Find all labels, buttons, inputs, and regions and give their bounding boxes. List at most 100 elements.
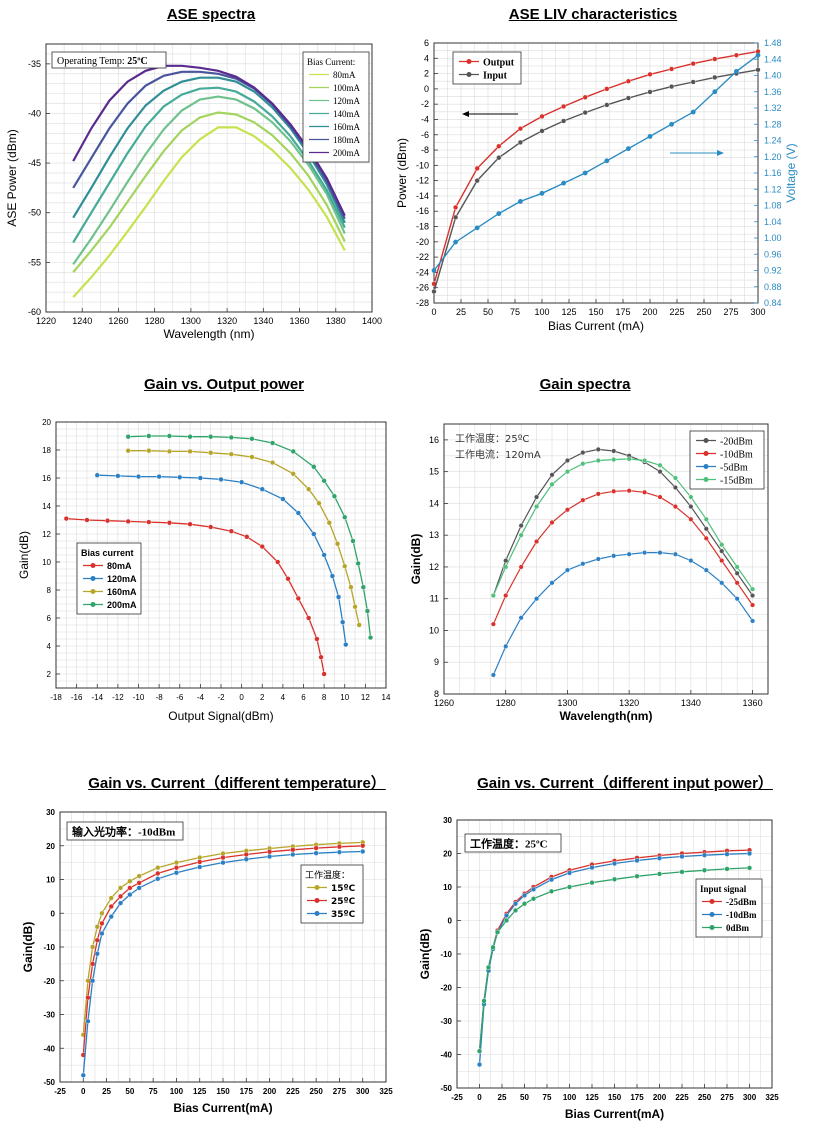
y2-tick-label: 1.36 bbox=[764, 87, 782, 97]
x-tick-label: 275 bbox=[720, 1093, 734, 1102]
ase-chart: 1220 1240 1260 1280 1300 1320 1340 1360 1380 1400… bbox=[5, 43, 382, 341]
gop-160mA-point bbox=[290, 471, 296, 477]
x-tick-label: 50 bbox=[125, 1087, 134, 1096]
gct-35ºC-point bbox=[80, 1072, 86, 1078]
gct-annotation-box bbox=[66, 821, 184, 841]
gop-80mA-line bbox=[66, 517, 325, 675]
x-tick-label: 1220 bbox=[36, 316, 56, 326]
y-tick-label: -10 bbox=[416, 160, 429, 170]
liv-input-point bbox=[604, 102, 610, 108]
y-tick-label: 18 bbox=[42, 446, 51, 455]
gcp--10dBm-point bbox=[530, 886, 537, 892]
gct-25ºC-series bbox=[80, 843, 366, 1058]
gop-80mA-point bbox=[275, 559, 281, 565]
gop-200mA-point bbox=[321, 478, 327, 484]
gop-200mA-line bbox=[128, 435, 372, 638]
liv-voltage-point bbox=[626, 146, 631, 152]
gop-80mA-point bbox=[321, 671, 327, 677]
x-tick-label: -18 bbox=[50, 693, 62, 702]
x-tick-label: 1280 bbox=[496, 698, 516, 708]
legend-label: -5dBm bbox=[720, 463, 748, 474]
gop-80mA-point bbox=[208, 524, 214, 530]
y-tick-label: -6 bbox=[421, 130, 429, 140]
x-tick-label: 250 bbox=[696, 307, 711, 317]
gop-120mA-point bbox=[295, 510, 301, 516]
legend-label: 120mA bbox=[333, 96, 361, 106]
y2-tick-label: 0.92 bbox=[764, 266, 782, 276]
gspec--10dBm-point bbox=[580, 497, 586, 503]
gspec--5dBm-point bbox=[750, 618, 756, 624]
gop-80mA-point bbox=[104, 518, 111, 524]
legend-swatch-marker bbox=[703, 464, 709, 469]
ase-140mA-line bbox=[72, 86, 346, 244]
gspec-annotation: 工作温度：25ºC bbox=[455, 432, 529, 445]
y-tick-label: -20 bbox=[440, 984, 452, 993]
x-axis-label: Output Signal(dBm) bbox=[168, 709, 273, 723]
y2-axis-label: Voltage (V) bbox=[784, 143, 798, 202]
gct-15ºC-point bbox=[108, 895, 114, 901]
y-tick-label: 8 bbox=[47, 586, 52, 595]
gct-25ºC-point bbox=[173, 865, 180, 871]
gct-35ºC-series bbox=[80, 848, 366, 1078]
gop-80mA-point bbox=[295, 595, 301, 602]
gspec--10dBm-point bbox=[657, 494, 663, 500]
gspec--15dBm-point bbox=[580, 461, 586, 467]
gcp-0dBm-point bbox=[476, 1048, 483, 1054]
x-tick-label: 1380 bbox=[326, 316, 346, 326]
liv-voltage-point bbox=[518, 199, 523, 204]
legend-label: 200mA bbox=[333, 148, 361, 158]
y-tick-label: -45 bbox=[28, 158, 41, 168]
y2-tick-label: 1.12 bbox=[764, 184, 782, 194]
liv-input-point bbox=[712, 74, 718, 81]
gop-120mA-point bbox=[218, 476, 224, 483]
gct-25ºC-point bbox=[197, 859, 203, 865]
liv-input-point bbox=[517, 139, 524, 146]
legend-label: 100mA bbox=[333, 83, 361, 93]
liv-input-point bbox=[539, 128, 545, 134]
x-tick-label: 1260 bbox=[434, 698, 454, 708]
liv-voltage-point bbox=[431, 268, 437, 273]
gop-200mA-point bbox=[350, 538, 356, 544]
gop-120mA-point bbox=[329, 573, 335, 579]
gop-200mA-series bbox=[125, 433, 374, 641]
gspec--5dBm-point bbox=[549, 580, 555, 586]
y-tick-label: 9 bbox=[434, 657, 439, 667]
liv-input-point bbox=[474, 178, 480, 184]
gop-120mA-point bbox=[115, 473, 121, 479]
gct-15ºC-point bbox=[127, 878, 133, 884]
x-tick-label: 2 bbox=[260, 693, 265, 702]
x-tick-label: -12 bbox=[112, 693, 124, 702]
y2-tick-label: 1.16 bbox=[764, 168, 782, 178]
legend-label: Output bbox=[483, 58, 515, 69]
y-axis-label: ASE Power (dBm) bbox=[5, 129, 19, 226]
gct-35ºC-point bbox=[99, 930, 105, 937]
x-tick-label: 1360 bbox=[290, 316, 310, 326]
gcp-annotation-box bbox=[464, 833, 562, 853]
ase-140mA-series bbox=[72, 86, 346, 244]
gct-25ºC-point bbox=[127, 885, 133, 891]
liv-voltage-point bbox=[474, 225, 480, 231]
y-tick-label: 20 bbox=[46, 842, 55, 851]
x-tick-label: 25 bbox=[498, 1093, 507, 1102]
gspec--10dBm-point bbox=[490, 621, 496, 627]
legend-title: Bias Current: bbox=[307, 57, 355, 67]
gspec--15dBm-point bbox=[626, 456, 632, 462]
y-tick-label: 12 bbox=[429, 562, 439, 572]
gct-annotation-text: 输入光功率：-10dBm bbox=[72, 825, 175, 839]
gct-35ºC-point bbox=[136, 885, 142, 891]
gop-160mA-point bbox=[187, 448, 193, 455]
gspec--10dBm-point bbox=[734, 580, 740, 586]
gspec--10dBm-point bbox=[503, 593, 509, 599]
gcp-annotation-text: 工作温度：25ºC bbox=[470, 837, 548, 851]
gop-80mA-point bbox=[228, 528, 234, 534]
gop-80mA-point bbox=[285, 576, 291, 582]
legend-label: 140mA bbox=[333, 109, 361, 119]
y2-tick-label: 1.04 bbox=[764, 217, 782, 227]
gct-25ºC-point bbox=[94, 937, 100, 943]
x-tick-label: 125 bbox=[193, 1087, 207, 1096]
gcp--10dBm-point bbox=[512, 901, 519, 907]
x-axis-label: Bias Current(mA) bbox=[565, 1107, 664, 1121]
gct-35ºC-point bbox=[290, 851, 296, 858]
y-tick-label: 14 bbox=[429, 498, 439, 508]
liv-input-point bbox=[647, 89, 653, 95]
